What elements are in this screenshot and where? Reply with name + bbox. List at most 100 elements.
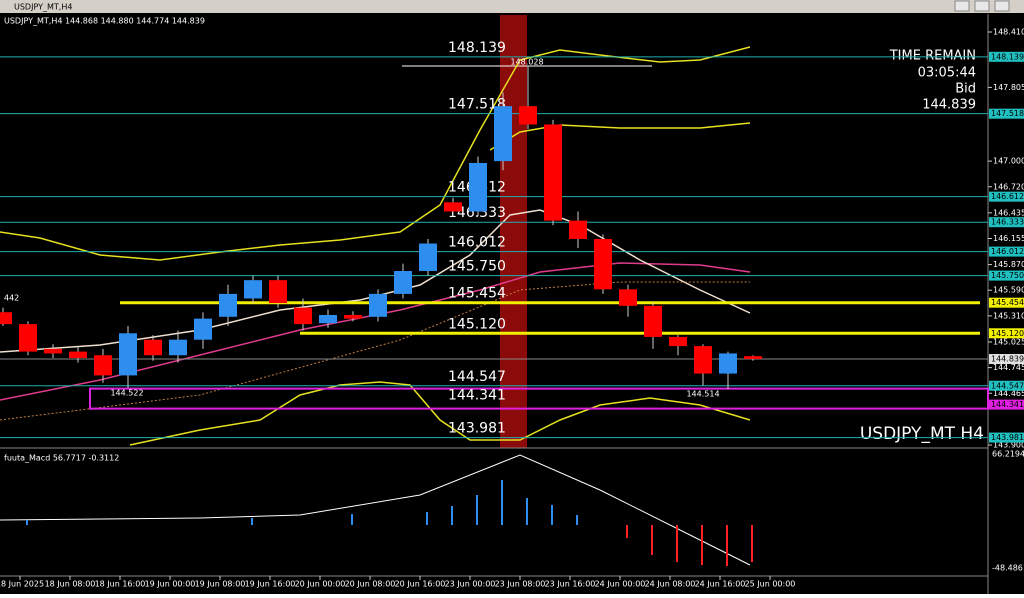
- x-tick-label: 25 Jun 00:00: [745, 580, 796, 589]
- candle-body: [369, 293, 387, 317]
- candle-body: [169, 339, 187, 356]
- axis-level-label: 146.333: [991, 218, 1024, 227]
- last-price-box: [989, 354, 1024, 365]
- y-tick-label: 146.435: [993, 208, 1024, 217]
- candle-body: [594, 238, 612, 290]
- candle-body: [244, 280, 262, 299]
- x-tick-label: 18 Jun 16:00: [95, 580, 146, 589]
- candle-body: [419, 243, 437, 272]
- candle-body: [694, 346, 712, 374]
- candle-body: [19, 324, 37, 352]
- candle-body: [294, 307, 312, 325]
- candle-body: [119, 333, 137, 376]
- level-label: 143.981: [448, 421, 506, 437]
- x-tick-label: 18 Jun 08:00: [45, 580, 96, 589]
- candle-body: [0, 312, 12, 325]
- level-label: 146.012: [448, 235, 506, 251]
- level-label: 146.333: [448, 205, 506, 221]
- title-bar: [0, 0, 1024, 13]
- axis-level-box: [989, 380, 1024, 391]
- axis-level-label: 148.139: [991, 52, 1024, 61]
- level-label: 145.750: [448, 259, 506, 275]
- x-tick-label: 20 Jun 00:00: [295, 580, 346, 589]
- candle-body: [519, 106, 537, 125]
- x-tick-label: 23 Jun 16:00: [545, 580, 596, 589]
- window-title: USDJPY_MT,H4: [14, 3, 72, 12]
- candle-body: [144, 339, 162, 356]
- bid: 144.839: [922, 98, 976, 113]
- level-label: 147.518: [448, 97, 506, 113]
- lower-band: [129, 381, 751, 446]
- level-zone: [89, 387, 989, 410]
- x-tick-label: 20 Jun 16:00: [395, 580, 446, 589]
- moving-average-slow: [0, 262, 751, 401]
- y-tick-label: 148.410: [993, 28, 1024, 37]
- macd-signal: [0, 454, 751, 566]
- level-label: 148.139: [448, 40, 506, 56]
- axis-level-box: [989, 432, 1024, 443]
- chart-header: USDJPY_MT,H4 144.868 144.880 144.774 144…: [4, 17, 205, 26]
- candle-body: [94, 355, 112, 376]
- x-tick-label: 24 Jun 08:00: [645, 580, 696, 589]
- extreme-label: 144.514: [686, 389, 719, 398]
- axis-level-box: [989, 328, 1024, 339]
- y-tick-label: 143.900: [993, 441, 1024, 450]
- axis-level-label: 147.518: [991, 109, 1024, 118]
- upper-band: [0, 46, 751, 261]
- candle-body: [719, 353, 737, 374]
- candle-body: [194, 318, 212, 340]
- axis-level-label: 145.454: [991, 298, 1024, 307]
- candle-body: [469, 162, 487, 212]
- x-tick-label: 20 Jun 08:00: [345, 580, 396, 589]
- x-tick-label: 23 Jun 08:00: [495, 580, 546, 589]
- x-tick-label: 23 Jun 00:00: [445, 580, 496, 589]
- axis-level-box: [989, 108, 1024, 119]
- candle-body: [669, 336, 687, 347]
- candle-body: [44, 348, 62, 354]
- y-tick-label: 145.025: [993, 337, 1024, 346]
- macd-top-tick: 66.2194: [992, 450, 1024, 459]
- candle-body: [544, 124, 562, 221]
- axis-level-box: [989, 191, 1024, 202]
- candle-body: [69, 351, 87, 359]
- symbol-label: USDJPY_MT H4: [860, 424, 984, 444]
- restore-button[interactable]: [974, 0, 990, 12]
- axis-level-box: [989, 399, 1024, 410]
- axis-level-box: [989, 270, 1024, 281]
- time-remain: 03:05:44: [918, 66, 976, 81]
- x-tick-label: 19 Jun 16:00: [245, 580, 296, 589]
- y-tick-label: 145.310: [993, 311, 1024, 320]
- candle-body: [344, 314, 362, 319]
- level-label: 144.547: [448, 369, 506, 385]
- y-tick-label: 144.465: [993, 389, 1024, 398]
- upper-band-inner: [489, 122, 751, 151]
- axis-level-label: 143.981: [991, 433, 1024, 442]
- level-label: 144.341: [448, 388, 506, 404]
- bid-label: Bid: [955, 82, 976, 97]
- edge-label: 442: [4, 294, 19, 303]
- candle-body: [744, 356, 762, 359]
- axis-level-box: [989, 51, 1024, 62]
- close-button[interactable]: [994, 0, 1010, 12]
- candle-body: [219, 293, 237, 317]
- moving-average-dotted: [0, 281, 750, 421]
- y-tick-label: 145.590: [993, 286, 1024, 295]
- candle-body: [494, 106, 512, 162]
- axis-level-box: [989, 217, 1024, 228]
- y-tick-label: 147.805: [993, 83, 1024, 92]
- minimize-button[interactable]: [954, 0, 970, 12]
- x-tick-label: 18 Jun 2025: [0, 580, 44, 589]
- axis-level-box: [989, 297, 1024, 308]
- y-tick-label: 147.000: [993, 157, 1024, 166]
- candle-body: [269, 280, 287, 304]
- x-tick-label: 19 Jun 00:00: [145, 580, 196, 589]
- axis-level-label: 146.012: [991, 247, 1024, 256]
- y-tick-label: 146.720: [993, 182, 1024, 191]
- candle-body: [319, 314, 337, 324]
- y-tick-label: 146.155: [993, 234, 1024, 243]
- candle-body: [569, 220, 587, 239]
- y-tick-label: 145.870: [993, 260, 1024, 269]
- x-tick-label: 19 Jun 08:00: [195, 580, 246, 589]
- candle-body: [394, 271, 412, 294]
